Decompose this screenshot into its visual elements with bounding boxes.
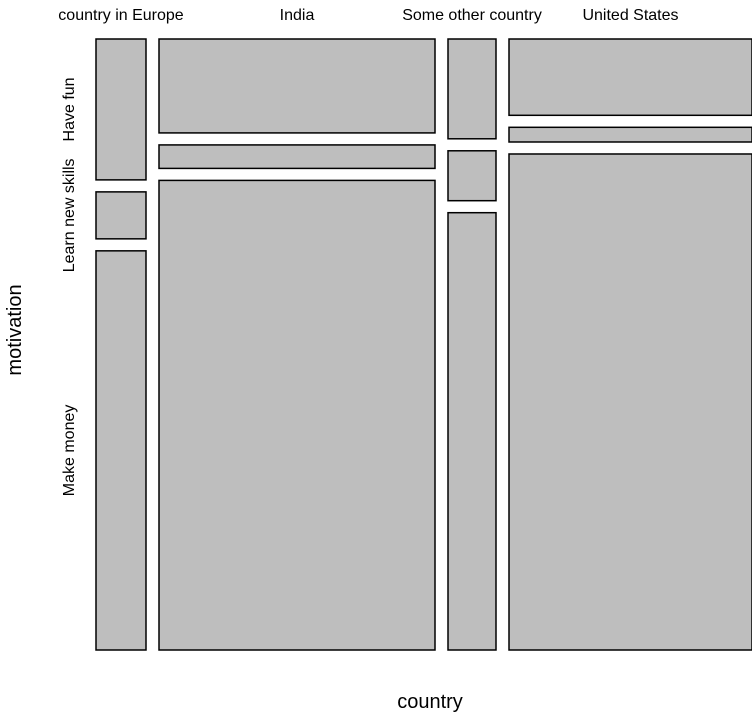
mosaic-cell-2-2	[447, 211, 497, 651]
mosaic-cell-3-1	[508, 126, 752, 143]
mosaic-cell-2-0	[447, 38, 497, 140]
mosaic-cell-1-0	[158, 38, 436, 134]
mosaic-cells	[95, 38, 752, 651]
mosaic-cell-3-0	[508, 38, 752, 117]
mosaic-cell-1-1	[158, 144, 436, 170]
row-label-2: Make money	[61, 405, 78, 497]
y-axis-title: motivation	[4, 284, 26, 375]
mosaic-cell-0-1	[95, 191, 147, 240]
column-label-3: United States	[582, 7, 678, 24]
row-label-1: Learn new skills	[61, 158, 78, 272]
column-label-0: country in Europe	[58, 7, 184, 24]
mosaic-cell-2-1	[447, 150, 497, 202]
mosaic-cell-3-2	[508, 153, 752, 651]
row-labels: Have fun Learn new skills Make money	[61, 77, 78, 496]
column-label-1: India	[280, 7, 315, 24]
x-axis-title: country	[397, 691, 463, 713]
mosaic-cell-0-0	[95, 38, 147, 181]
row-label-0: Have fun	[61, 77, 78, 141]
mosaic-cell-0-2	[95, 250, 147, 651]
column-label-2: Some other country	[402, 7, 542, 24]
column-labels: country in Europe India Some other country…	[58, 7, 678, 24]
mosaic-cell-1-2	[158, 179, 436, 651]
